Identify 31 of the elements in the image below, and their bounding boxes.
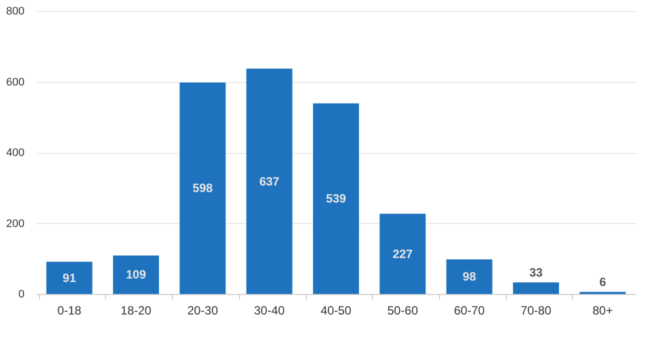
bar [513, 282, 559, 294]
x-tick-label: 60-70 [454, 304, 485, 318]
x-tick-label: 18-20 [120, 304, 152, 318]
bar [313, 103, 359, 294]
data-label: 539 [326, 192, 346, 206]
data-label: 91 [62, 270, 76, 285]
x-tick-label: 50-60 [387, 304, 418, 318]
bar [180, 82, 226, 294]
bar [113, 255, 159, 294]
x-tick-label: 80+ [592, 304, 613, 318]
data-label: 33 [529, 265, 543, 280]
data-label: 637 [259, 174, 280, 188]
data-label: 227 [392, 246, 413, 261]
y-tick-label: 600 [6, 76, 24, 88]
bar [446, 259, 492, 294]
data-label: 109 [126, 268, 146, 282]
x-tick-label: 70-80 [520, 304, 552, 318]
bar [380, 214, 426, 294]
y-tick-label: 800 [6, 6, 24, 18]
x-tick-label: 0-18 [57, 304, 82, 318]
x-tick-label: 40-50 [320, 304, 352, 318]
x-tick-label: 30-40 [254, 304, 285, 318]
data-label: 98 [462, 270, 476, 284]
data-label: 6 [599, 274, 606, 289]
y-tick-label: 400 [6, 147, 24, 159]
data-label: 598 [192, 181, 213, 196]
bar [46, 262, 92, 294]
x-tick-label: 20-30 [187, 304, 218, 318]
bar [246, 68, 292, 294]
y-tick-label: 200 [6, 218, 24, 230]
y-tick-label: 0 [18, 288, 24, 300]
